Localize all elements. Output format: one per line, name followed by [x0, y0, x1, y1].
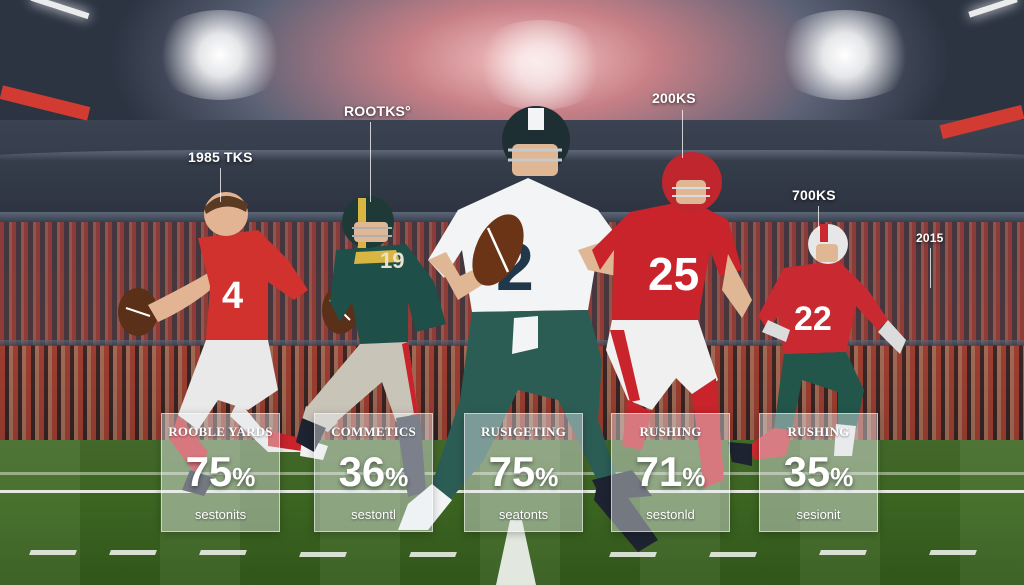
- annotation-line: [370, 122, 371, 202]
- player-2-pants: [306, 342, 418, 422]
- annotation-line: [818, 206, 819, 230]
- hash-mark: [29, 550, 77, 555]
- player-1-pants: [178, 340, 278, 430]
- stat-card-5: RUSHING 35% sesionit: [759, 413, 878, 532]
- annotation-label-5: 2015: [916, 231, 944, 245]
- stat-card-unit: %: [682, 462, 706, 492]
- annotation-label-3: 200KS: [652, 90, 696, 106]
- stat-card-number: 75: [488, 448, 536, 495]
- stat-card-unit: %: [385, 462, 409, 492]
- annotation-label-4: 700KS: [792, 187, 836, 203]
- player-4-jersey: [592, 200, 742, 320]
- stat-card-title: COMMETICS: [331, 424, 416, 439]
- stat-card-number: 75: [185, 448, 233, 495]
- stat-card-title: RUSIGETING: [480, 424, 567, 439]
- stat-card-subtitle: sesionit: [796, 507, 841, 522]
- stat-card-number: 71: [635, 448, 683, 495]
- player-4-number: 25: [648, 248, 699, 300]
- stat-card-subtitle: sestonld: [646, 507, 695, 522]
- stat-card-3: RUSIGETING 75% seatonts: [464, 413, 583, 532]
- annotation-label-1: 1985 TKS: [188, 149, 253, 165]
- stat-card-number: 36: [338, 448, 386, 495]
- stat-card-value: 75%: [162, 450, 279, 499]
- stat-card-value: 36%: [315, 450, 432, 499]
- player-5-jersey: [758, 260, 888, 354]
- hash-mark: [709, 552, 757, 557]
- player-1-number: 4: [222, 275, 243, 317]
- yard-line: [0, 472, 1024, 475]
- stat-card-value: 71%: [612, 450, 729, 499]
- player-5-number: 22: [794, 300, 832, 338]
- stadium-light: [150, 10, 290, 100]
- player-3: 2: [388, 100, 678, 560]
- hash-mark: [299, 552, 347, 557]
- hash-mark: [929, 550, 977, 555]
- stat-card-subtitle: sestontl: [351, 507, 396, 522]
- player-5-pants: [774, 352, 864, 430]
- player-2: 19: [296, 192, 476, 502]
- annotation-line: [220, 168, 221, 202]
- stadium-light: [470, 20, 610, 110]
- stat-card-title: RUSHING: [639, 424, 702, 439]
- hash-mark: [199, 550, 247, 555]
- stat-card-1: ROOBLE YARDS 75% sestonits: [161, 413, 280, 532]
- hash-mark: [819, 550, 867, 555]
- player-4: 25: [592, 150, 772, 500]
- player-3-pants: [432, 310, 618, 500]
- stat-card-number: 35: [783, 448, 831, 495]
- stat-card-subtitle: seatonts: [498, 507, 549, 522]
- annotation-line: [930, 248, 931, 288]
- stat-card-unit: %: [830, 462, 854, 492]
- stat-card-unit: %: [535, 462, 559, 492]
- stat-card-value: 75%: [465, 450, 582, 499]
- player-2-number: 19: [380, 248, 404, 273]
- stadium-light: [770, 10, 920, 100]
- stat-card-2: COMMETICS 36% sestontl: [314, 413, 433, 532]
- stat-card-unit: %: [232, 462, 256, 492]
- yard-line: [0, 490, 1024, 493]
- annotation-label-2: ROOTKS°: [344, 103, 411, 119]
- player-2-jersey: [330, 244, 446, 344]
- player-1-jersey: [198, 230, 308, 340]
- stat-card-value: 35%: [760, 450, 877, 499]
- stat-card-title: RUSHING: [787, 424, 850, 439]
- hash-mark: [109, 550, 157, 555]
- stat-card-4: RUSHING 71% sestonld: [611, 413, 730, 532]
- stat-card-subtitle: sestonits: [194, 507, 247, 522]
- annotation-line: [682, 110, 683, 158]
- stat-card-title: ROOBLE YARDS: [168, 424, 273, 439]
